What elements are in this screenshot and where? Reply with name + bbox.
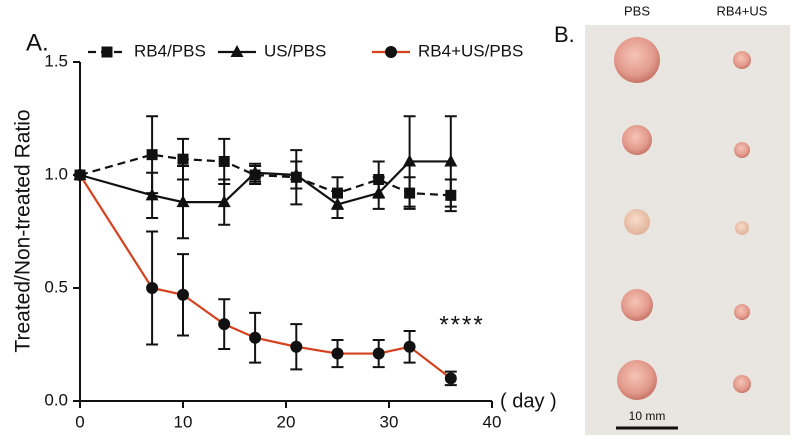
x-tick-label: 0 (75, 412, 84, 431)
marker (289, 168, 303, 180)
marker (176, 195, 190, 208)
legend-label: RB4+US/PBS (418, 41, 523, 60)
photo-panel: B. PBS RB4+US 10 mm (554, 3, 790, 435)
legend-marker (101, 46, 113, 58)
marker (444, 372, 457, 385)
marker (218, 318, 231, 331)
photo-background (585, 25, 790, 435)
panel-label: B. (554, 22, 575, 47)
y-tick-label: 0.5 (44, 277, 68, 296)
marker (218, 155, 230, 167)
column-label: PBS (624, 3, 650, 18)
tumor (734, 142, 750, 158)
marker (146, 282, 159, 294)
series-line (79, 174, 452, 380)
marker (444, 154, 458, 167)
x-axis-label: ( day ) (500, 390, 557, 412)
marker (177, 153, 189, 165)
tumor (734, 304, 750, 320)
tumor (624, 209, 650, 235)
marker (372, 186, 386, 199)
legend-marker (230, 45, 244, 57)
marker (403, 154, 417, 167)
marker (217, 195, 231, 208)
y-axis-label: Treated/Non-treated Ratio (12, 109, 35, 352)
marker (248, 165, 262, 178)
marker (249, 331, 262, 344)
marker (331, 347, 344, 360)
annotation: **** (439, 311, 484, 338)
marker (146, 149, 158, 161)
tumor (614, 37, 660, 83)
tumor (617, 360, 657, 400)
y-tick-label: 0.0 (44, 390, 68, 409)
scale-label: 10 mm (629, 409, 666, 423)
marker (372, 347, 385, 360)
tumor (735, 221, 749, 235)
panel-label: A. (26, 29, 49, 56)
column-label: RB4+US (717, 3, 768, 18)
marker (145, 188, 159, 201)
tumor (733, 375, 751, 393)
legend-label: RB4/PBS (134, 41, 206, 60)
x-tick-label: 30 (380, 412, 399, 431)
tumor (733, 51, 751, 69)
series-line (79, 160, 451, 206)
legend-marker (385, 46, 397, 58)
series-line (79, 153, 451, 197)
y-tick-label: 1.5 (44, 51, 68, 70)
marker (331, 197, 344, 210)
x-tick-label: 10 (174, 412, 193, 431)
x-tick-label: 20 (277, 412, 296, 431)
tumor (622, 125, 652, 155)
marker (177, 288, 189, 301)
x-tick-label: 40 (483, 412, 502, 431)
y-tick-label: 1.0 (44, 164, 68, 183)
marker (74, 169, 86, 181)
marker (403, 340, 416, 353)
tumor (621, 289, 653, 321)
legend-label: US/PBS (264, 41, 326, 60)
marker (290, 340, 303, 353)
